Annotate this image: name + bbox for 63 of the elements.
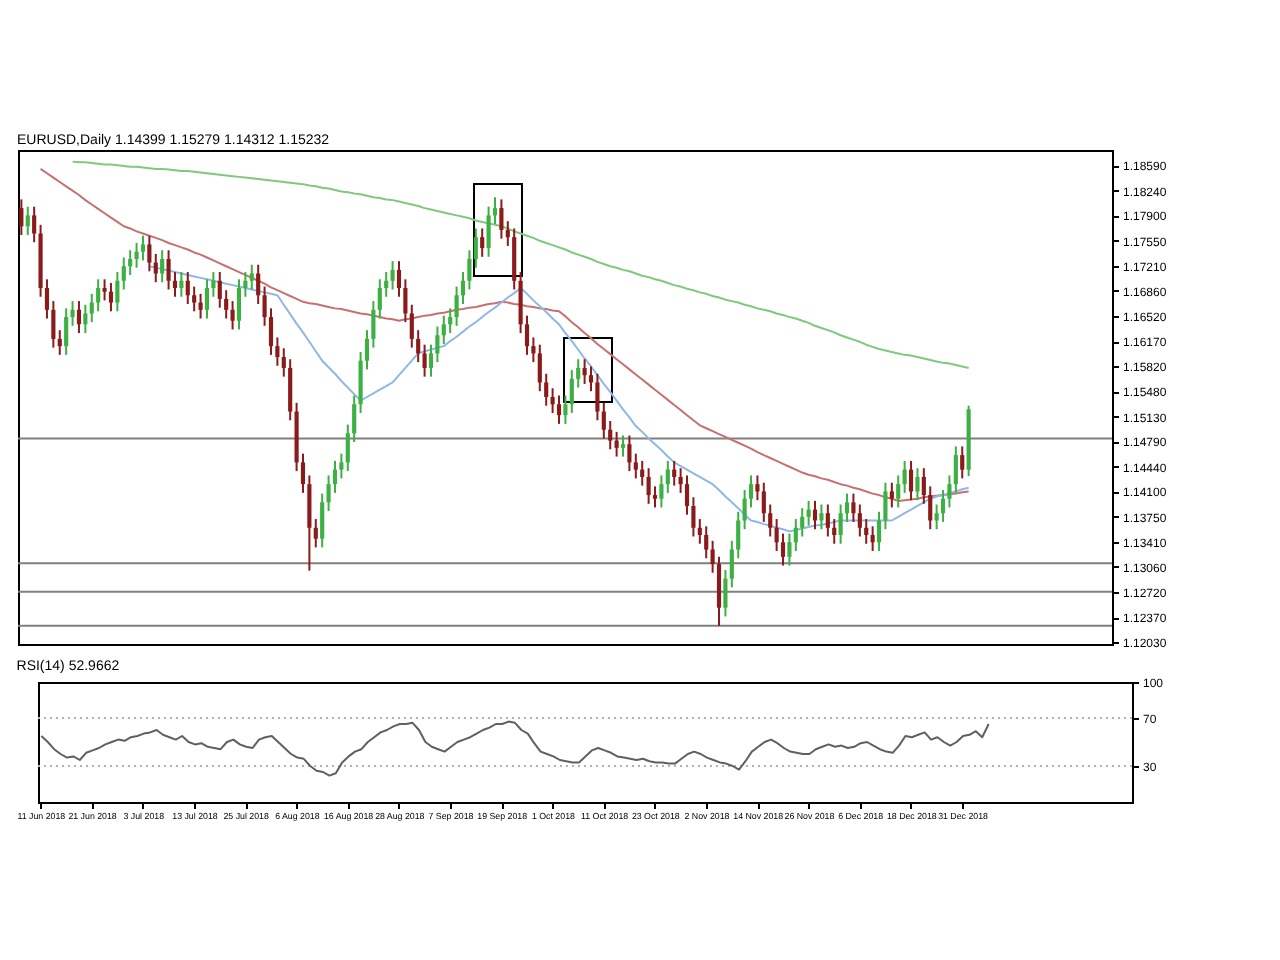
candlestick [902,459,907,494]
candlestick [134,241,139,269]
candlestick [627,434,632,473]
candlestick [665,459,670,494]
candlestick [640,459,645,487]
candlestick [83,303,88,335]
candlestick [256,263,261,306]
candlestick [473,227,478,269]
line-series [71,160,970,369]
candlestick [908,459,914,502]
candlestick [659,474,664,509]
candlestick [819,503,824,531]
candlestick [115,271,120,313]
candlestick [19,198,24,236]
line-series [40,720,990,777]
candlestick [108,281,114,313]
candlestick [595,372,600,422]
candlestick [889,481,894,509]
candlestick [723,568,728,618]
candlestick [620,434,626,458]
candlestick [486,205,491,258]
candlestick [499,198,504,240]
candlestick [249,263,254,291]
candlestick [160,249,165,284]
candlestick [140,234,146,262]
candlestick [185,271,190,306]
candlestick [806,499,811,527]
candlestick [390,260,395,291]
candlestick [614,430,619,458]
candlestick [896,474,901,509]
candlestick [646,467,651,505]
candlestick [870,525,875,553]
candlestick [480,227,485,258]
candlestick [441,314,446,345]
candlestick [582,358,587,385]
candlestick [512,227,517,291]
candlestick [377,278,382,320]
candlestick [825,503,830,538]
candlestick [960,445,965,480]
candlestick [422,343,427,378]
candlestick [147,234,152,273]
candlestick [236,278,242,331]
candlestick [556,394,562,425]
candlestick [153,252,158,284]
candlestick [64,307,69,356]
candlestick [812,499,818,531]
candlestick [915,467,920,502]
candlestick [563,394,568,425]
candlestick [672,459,677,487]
candlestick [704,525,709,560]
candlestick [204,278,210,320]
candlestick [320,492,325,549]
candlestick [57,329,62,356]
candlestick [121,256,126,291]
candlestick [198,292,203,320]
candlestick [76,300,82,335]
candlestick [166,249,171,291]
candlestick [25,205,30,236]
candlestick [953,445,958,494]
candlestick [313,518,318,549]
candlestick [633,452,638,480]
candlestick [179,271,184,298]
candlestick [857,503,862,538]
